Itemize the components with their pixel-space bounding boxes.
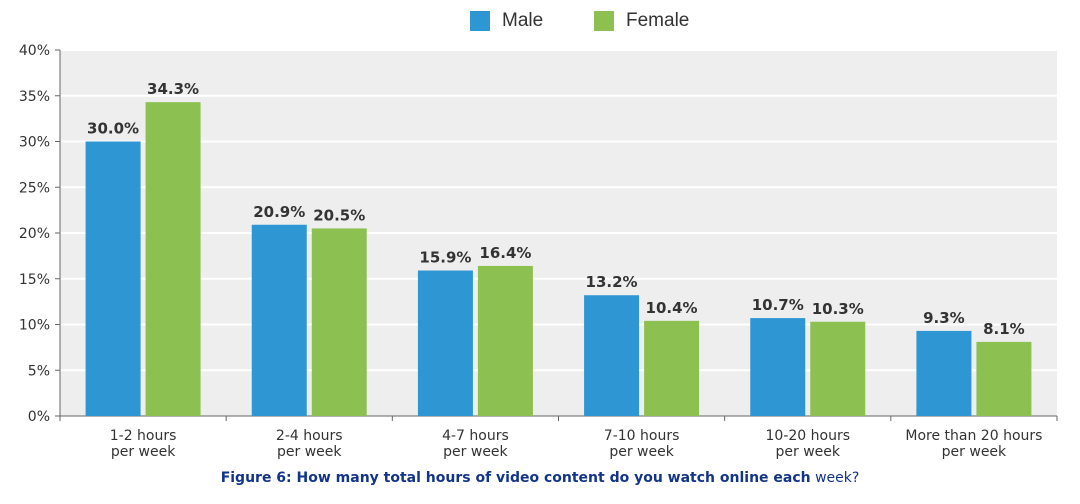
bar-female (810, 321, 866, 416)
bar-female (976, 341, 1032, 416)
x-tick-label: 7-10 hours (604, 428, 680, 444)
y-tick-label: 30% (19, 135, 50, 151)
x-tick-label: per week (776, 444, 841, 460)
data-label-male: 30.0% (87, 120, 139, 138)
bar-male (584, 295, 640, 416)
x-tick-label: 2-4 hours (276, 428, 343, 444)
legend-swatch-male (470, 11, 490, 31)
x-tick-label: per week (443, 444, 508, 460)
x-tick-label: per week (609, 444, 674, 460)
data-label-male: 9.3% (923, 309, 965, 327)
y-tick-label: 35% (19, 89, 50, 105)
bar-male (417, 270, 473, 416)
bar-female (145, 102, 201, 416)
caption-bold-text: Figure 6: How many total hours of video … (220, 470, 811, 486)
y-tick-label: 10% (19, 318, 50, 334)
data-label-male: 13.2% (586, 273, 638, 291)
x-tick-label: per week (277, 444, 342, 460)
x-tick-label: 4-7 hours (442, 428, 509, 444)
caption-normal-text: week? (815, 470, 860, 486)
data-label-male: 20.9% (253, 203, 305, 221)
legend-item-male: Male (470, 8, 543, 34)
x-tick-label: 10-20 hours (766, 428, 851, 444)
y-tick-label: 15% (19, 272, 50, 288)
bar-female (311, 228, 367, 416)
data-label-male: 10.7% (752, 296, 804, 314)
bar-female (477, 265, 533, 416)
legend-label-male: Male (502, 10, 544, 31)
y-tick-label: 5% (28, 363, 50, 379)
x-tick-label: per week (942, 444, 1007, 460)
data-label-female: 34.3% (147, 80, 199, 98)
legend-item-female: Female (594, 8, 689, 34)
data-label-female: 8.1% (983, 320, 1025, 338)
figure-caption: Figure 6: How many total hours of video … (0, 470, 1080, 486)
bar-male (251, 224, 307, 416)
x-tick-label: 1-2 hours (110, 428, 177, 444)
y-tick-label: 25% (19, 180, 50, 196)
data-label-female: 10.3% (812, 300, 864, 318)
data-label-female: 20.5% (313, 206, 365, 224)
x-tick-label: More than 20 hours (905, 428, 1042, 444)
data-label-male: 15.9% (419, 249, 471, 267)
y-tick-label: 40% (19, 43, 50, 59)
bar-male (750, 318, 806, 416)
legend: Male Female (0, 8, 1080, 34)
bar-male (916, 330, 972, 416)
x-tick-label: per week (111, 444, 176, 460)
data-label-female: 10.4% (646, 299, 698, 317)
legend-label-female: Female (626, 10, 690, 31)
bar-female (644, 320, 700, 416)
bar-male (85, 141, 141, 416)
data-label-female: 16.4% (479, 244, 531, 262)
legend-swatch-female (594, 11, 614, 31)
y-tick-label: 20% (19, 226, 50, 242)
y-tick-label: 0% (28, 409, 50, 425)
